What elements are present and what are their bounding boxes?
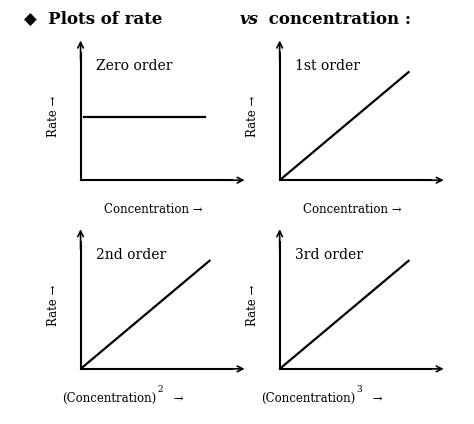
Text: 3rd order: 3rd order	[295, 248, 363, 262]
Text: ◆  Plots of rate: ◆ Plots of rate	[24, 11, 168, 28]
Text: concentration :: concentration :	[263, 11, 411, 28]
Text: Zero order: Zero order	[96, 59, 172, 73]
Text: Rate →: Rate →	[246, 285, 259, 326]
Text: Rate →: Rate →	[47, 285, 60, 326]
Text: vs: vs	[239, 11, 258, 28]
Text: 2: 2	[157, 385, 163, 394]
Text: →: →	[369, 392, 383, 405]
Text: (Concentration): (Concentration)	[261, 392, 356, 405]
Text: Rate →: Rate →	[47, 96, 60, 137]
Text: 2nd order: 2nd order	[96, 248, 166, 262]
Text: Rate →: Rate →	[246, 96, 259, 137]
Text: 3: 3	[356, 385, 362, 394]
Text: 1st order: 1st order	[295, 59, 360, 73]
Text: Concentration →: Concentration →	[104, 203, 203, 216]
Text: (Concentration): (Concentration)	[62, 392, 156, 405]
Text: →: →	[170, 392, 184, 405]
Text: Concentration →: Concentration →	[303, 203, 402, 216]
